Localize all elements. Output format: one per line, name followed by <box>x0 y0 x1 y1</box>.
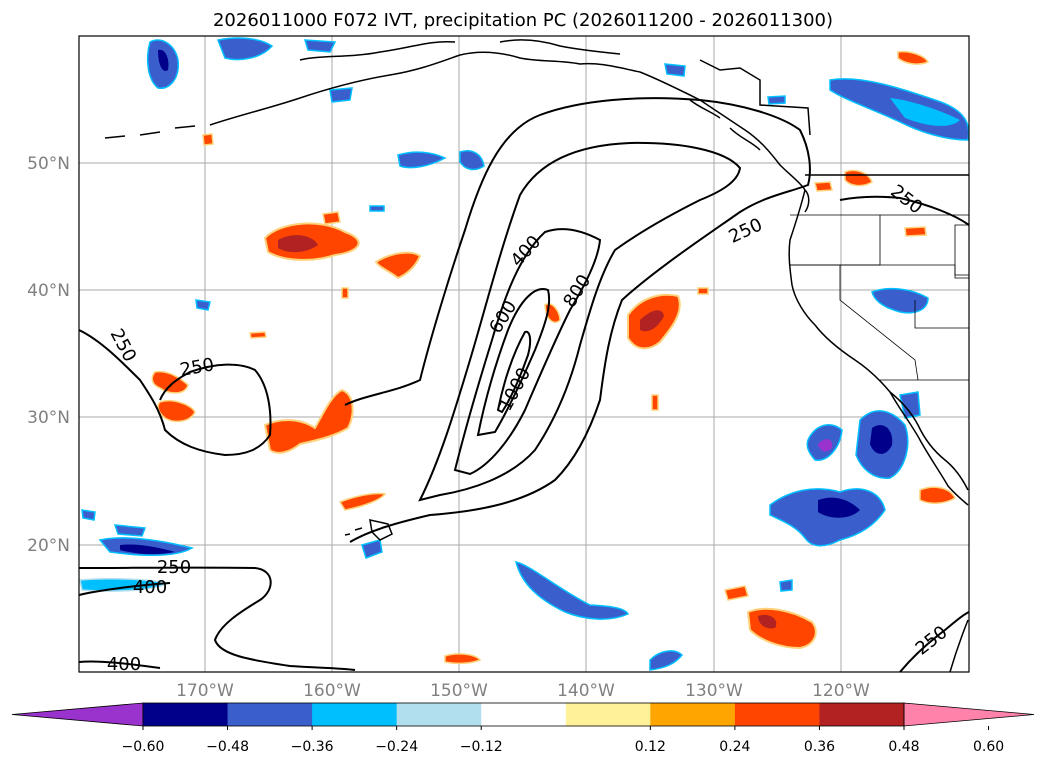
lon-label-130w: 130°W <box>685 681 743 701</box>
contour-label-250-south: 250 <box>157 557 191 578</box>
gridlines <box>79 36 969 672</box>
colorbar-tick-label: 0.60 <box>973 739 1004 755</box>
colorbar-tick-label: 0.12 <box>635 739 666 755</box>
colorbar-segments <box>11 702 1035 727</box>
precip-positive-anomalies <box>151 50 956 665</box>
contour-label-400-bottom: 400 <box>107 654 141 675</box>
lat-label-20n: 20°N <box>27 536 70 556</box>
lon-label-150w: 150°W <box>430 681 488 701</box>
map-panel: 400 600 800 1000 250 250 250 250 250 400… <box>78 35 970 675</box>
lat-labels: 50°N 40°N 30°N 20°N <box>27 154 70 556</box>
colorbar-extend-max <box>903 702 1035 727</box>
colorbar: −0.60 −0.48 −0.36 −0.24 −0.12 0.12 0.24 0.36 0.4… <box>11 702 1035 755</box>
colorbar-tick-label: −0.12 <box>460 739 503 755</box>
colorbar-segment <box>143 703 229 726</box>
contour-600 <box>453 228 602 476</box>
lat-label-50n: 50°N <box>27 154 70 174</box>
colorbar-tick-label: 0.24 <box>719 739 750 755</box>
colorbar-tick-label: 0.36 <box>804 739 835 755</box>
colorbar-segment <box>819 703 905 726</box>
colorbar-segment <box>481 703 567 726</box>
colorbar-tick-label: −0.36 <box>291 739 334 755</box>
ivt-contours <box>79 97 969 672</box>
lon-label-170w: 170°W <box>176 681 234 701</box>
contour-1000 <box>496 330 532 414</box>
lon-label-140w: 140°W <box>557 681 615 701</box>
colorbar-ticks: −0.60 −0.48 −0.36 −0.24 −0.12 0.12 0.24 0.36 0.4… <box>122 726 1004 755</box>
colorbar-segment <box>734 703 820 726</box>
lon-labels: 170°W 160°W 150°W 140°W 130°W 120°W <box>176 681 870 701</box>
contour-800 <box>476 288 551 437</box>
colorbar-segment <box>227 703 313 726</box>
colorbar-segment <box>312 703 398 726</box>
colorbar-tick-label: −0.24 <box>375 739 418 755</box>
colorbar-tick-label: −0.48 <box>206 739 249 755</box>
lon-label-160w: 160°W <box>303 681 361 701</box>
contour-250-main <box>344 97 811 543</box>
lat-label-40n: 40°N <box>27 281 70 301</box>
contour-label-400-south: 400 <box>133 577 167 598</box>
lon-label-120w: 120°W <box>812 681 870 701</box>
colorbar-tick-label: −0.60 <box>122 739 165 755</box>
colorbar-frame <box>142 702 905 727</box>
coastlines <box>104 39 969 672</box>
lat-label-30n: 30°N <box>27 408 70 428</box>
state-borders <box>790 214 969 381</box>
figure-title: 2026011000 F072 IVT, precipitation PC (2… <box>213 10 833 31</box>
colorbar-segment <box>396 703 482 726</box>
map-frame <box>78 35 970 673</box>
colorbar-segment <box>650 703 736 726</box>
contour-400 <box>418 141 742 502</box>
colorbar-segment <box>565 703 651 726</box>
colorbar-tick-label: 0.48 <box>888 739 919 755</box>
colorbar-extend-min <box>11 702 144 727</box>
